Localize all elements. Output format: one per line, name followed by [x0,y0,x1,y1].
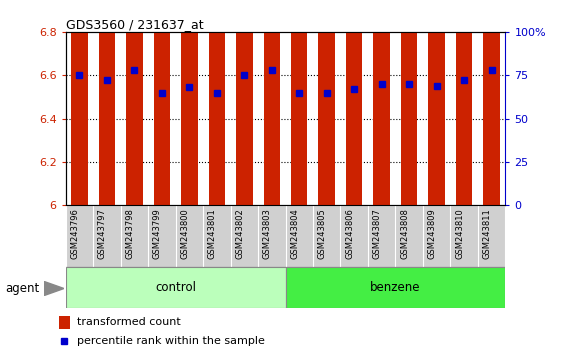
Text: GSM243797: GSM243797 [98,209,107,259]
Text: GSM243804: GSM243804 [290,209,299,259]
Text: GSM243811: GSM243811 [482,209,492,259]
Text: GSM243806: GSM243806 [345,209,354,259]
Text: percentile rank within the sample: percentile rank within the sample [77,336,266,346]
Text: GSM243796: GSM243796 [70,209,79,259]
Bar [346,0,363,205]
FancyBboxPatch shape [286,267,505,308]
Text: GSM243805: GSM243805 [317,209,327,259]
Text: GSM243799: GSM243799 [153,209,162,259]
Text: GSM243810: GSM243810 [455,209,464,259]
FancyBboxPatch shape [66,267,286,308]
Text: GSM243808: GSM243808 [400,209,409,259]
Bar [401,0,417,205]
Text: GSM243809: GSM243809 [428,209,437,259]
Text: GSM243807: GSM243807 [373,209,381,259]
Bar [319,0,335,205]
Text: transformed count: transformed count [77,317,181,327]
Text: control: control [155,281,196,294]
Bar [154,0,170,205]
Bar [208,0,225,205]
Text: benzene: benzene [370,281,421,294]
Text: GDS3560 / 231637_at: GDS3560 / 231637_at [66,18,203,31]
Bar [483,0,500,205]
Text: agent: agent [6,282,40,295]
Text: GSM243800: GSM243800 [180,209,190,259]
Bar [126,0,143,205]
Text: GSM243801: GSM243801 [208,209,217,259]
Bar [263,0,280,205]
Bar [236,0,252,205]
Bar [181,0,198,205]
Text: GSM243798: GSM243798 [126,209,134,259]
Bar [71,0,88,205]
Bar [59,316,70,329]
Polygon shape [44,281,64,296]
Text: GSM243802: GSM243802 [235,209,244,259]
Bar [291,0,307,205]
Bar [456,0,472,205]
Bar [373,0,390,205]
Bar [99,0,115,205]
Text: GSM243803: GSM243803 [263,209,272,259]
Bar [428,0,445,205]
